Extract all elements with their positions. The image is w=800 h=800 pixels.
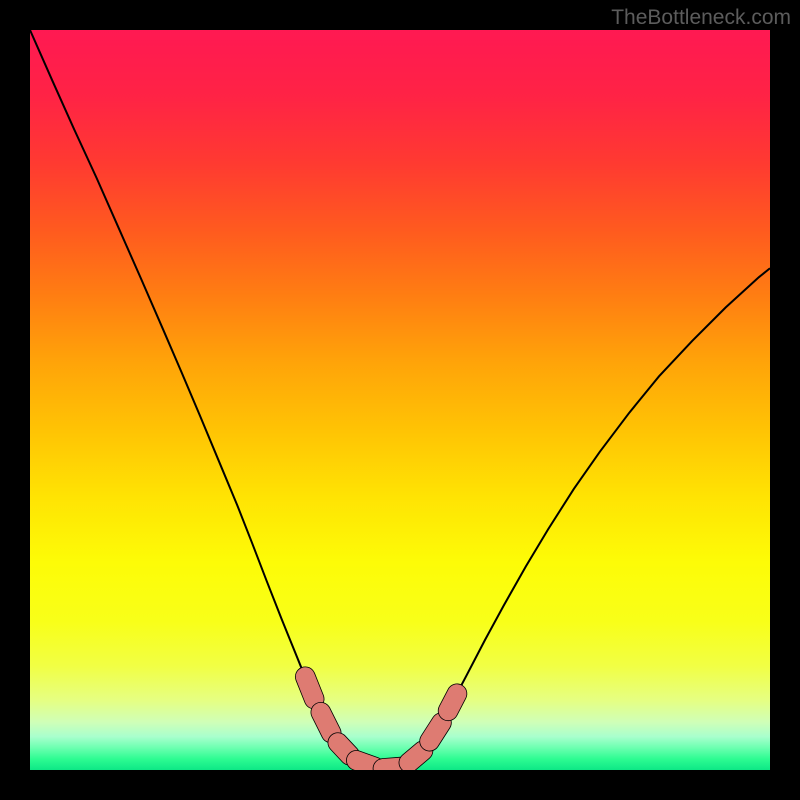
marker-capsule [383, 767, 402, 768]
marker-capsule [448, 694, 457, 711]
bottleneck-chart [0, 0, 800, 800]
plot-background [30, 30, 770, 770]
marker-capsule [430, 723, 442, 742]
marker-capsule [305, 677, 314, 699]
marker-capsule [356, 760, 375, 767]
marker-capsule [338, 743, 350, 756]
marker-capsule [321, 712, 331, 733]
marker-capsule [409, 751, 423, 763]
watermark-text: TheBottleneck.com [611, 6, 791, 30]
